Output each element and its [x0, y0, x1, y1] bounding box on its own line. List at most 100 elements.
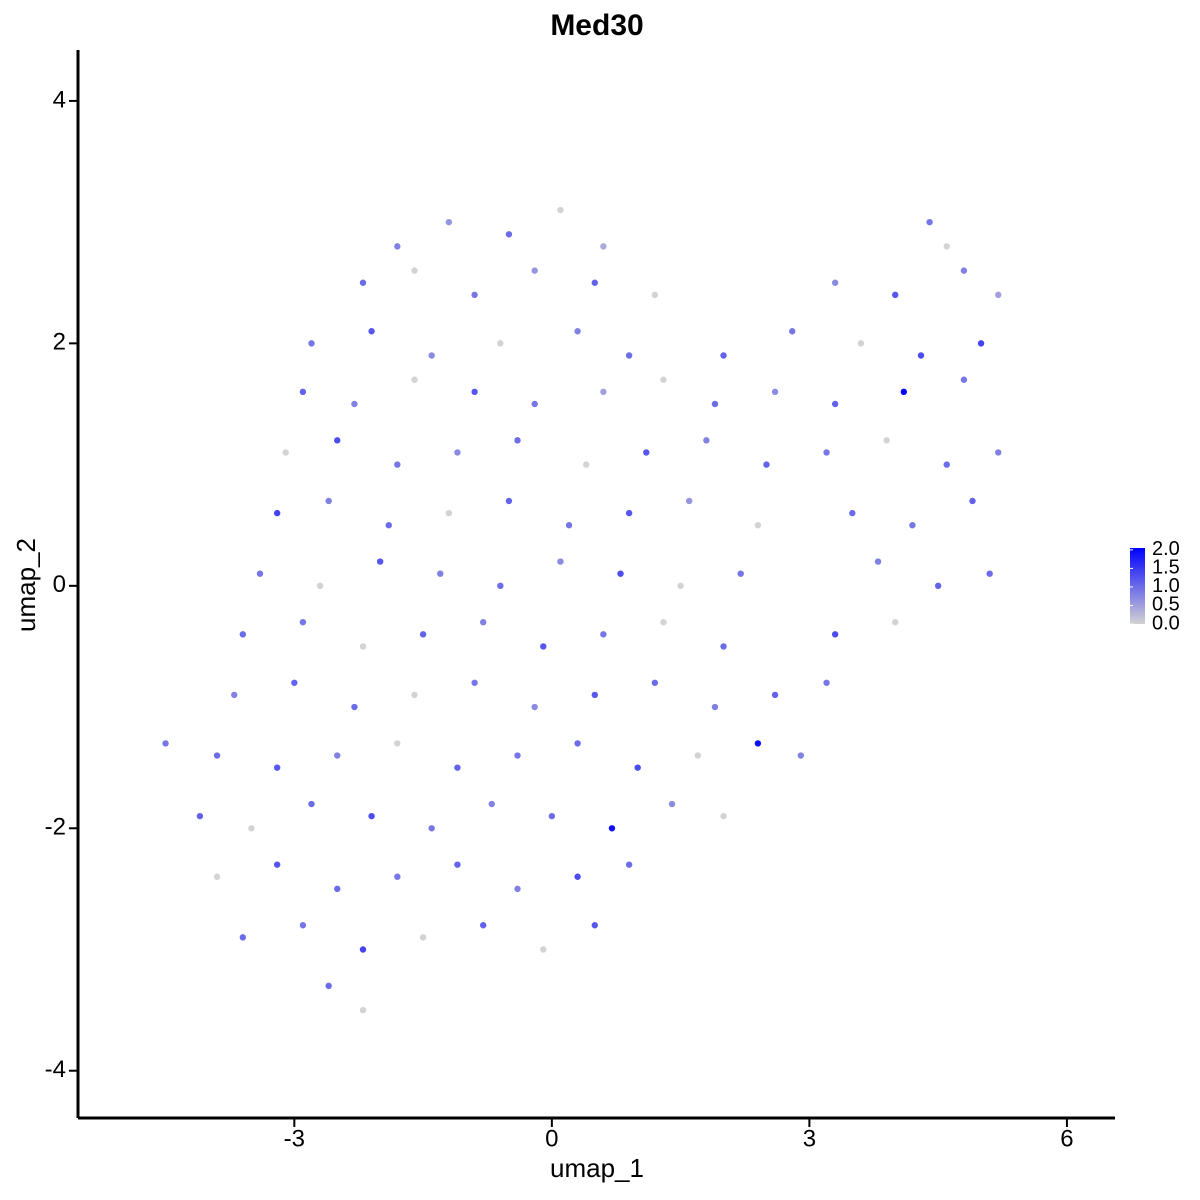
- cell-point: [557, 558, 564, 565]
- cell-point: [256, 570, 264, 577]
- cell-point: [995, 449, 1002, 456]
- cell-point: [625, 509, 633, 517]
- cell-point: [394, 740, 401, 747]
- cell-point: [943, 243, 950, 250]
- cell-point: [771, 388, 779, 396]
- cell-point: [969, 497, 976, 505]
- chart-title: Med30: [550, 9, 643, 42]
- cell-point: [394, 461, 401, 468]
- cell-point: [831, 400, 839, 408]
- cell-point: [720, 352, 727, 359]
- cell-point: [359, 643, 367, 650]
- cell-point: [977, 340, 985, 347]
- cell-point: [600, 631, 607, 638]
- cell-point: [308, 340, 315, 347]
- cell-point: [591, 922, 598, 929]
- cell-point: [368, 328, 375, 335]
- cell-point: [282, 449, 289, 456]
- cell-point: [239, 934, 247, 941]
- cell-point: [574, 740, 581, 747]
- cell-point: [574, 873, 581, 880]
- cell-point: [737, 570, 744, 577]
- cell-point: [411, 376, 418, 383]
- cell-point: [625, 352, 633, 359]
- cell-point: [419, 934, 427, 941]
- cell-point: [934, 582, 942, 590]
- cell-point: [831, 279, 839, 286]
- cell-point: [445, 509, 453, 517]
- cell-point: [419, 631, 427, 638]
- cell-point: [711, 703, 719, 711]
- colorbar-tick-label: 2.0: [1152, 538, 1180, 560]
- cell-point: [308, 800, 315, 808]
- cell-point: [917, 352, 925, 359]
- cell-point: [540, 946, 547, 953]
- colorbar-tick-label: 1.0: [1152, 575, 1180, 597]
- cell-point: [359, 946, 367, 953]
- cell-point: [445, 218, 453, 226]
- cell-point: [299, 388, 307, 396]
- cell-point: [823, 449, 830, 456]
- cell-point: [694, 752, 701, 759]
- cell-point: [351, 703, 358, 711]
- cell-point: [600, 388, 607, 396]
- cell-point: [926, 218, 933, 226]
- cell-point: [720, 643, 727, 650]
- cell-point: [531, 267, 538, 274]
- cell-point: [368, 812, 375, 820]
- cell-point: [479, 618, 487, 626]
- cell-point: [162, 740, 169, 747]
- cell-point: [686, 497, 693, 505]
- cell-point: [703, 437, 710, 444]
- cell-point: [291, 679, 298, 686]
- cell-point: [428, 825, 435, 832]
- cell-point: [600, 243, 607, 250]
- cell-point: [634, 764, 641, 771]
- cell-point: [582, 461, 590, 468]
- cell-point: [823, 679, 830, 686]
- y-tick-label: 4: [53, 86, 66, 113]
- cell-point: [660, 618, 667, 626]
- cell-point: [883, 437, 890, 444]
- cell-point: [557, 206, 564, 214]
- cell-point: [454, 764, 461, 771]
- cell-point: [565, 522, 573, 529]
- cell-point: [325, 497, 332, 505]
- cell-point: [892, 618, 899, 626]
- y-axis-label: umap_2: [11, 538, 41, 632]
- cell-point: [754, 522, 762, 529]
- cell-point: [248, 825, 255, 832]
- cell-point: [651, 679, 659, 686]
- cell-point: [711, 400, 719, 408]
- cell-point: [505, 231, 513, 238]
- y-tick-label: 2: [53, 329, 66, 356]
- cell-point: [531, 400, 538, 408]
- cell-point: [514, 752, 521, 759]
- x-axis-label: umap_1: [550, 1153, 644, 1183]
- cell-point: [514, 437, 521, 444]
- cell-point: [591, 691, 598, 699]
- cell-point: [325, 982, 332, 990]
- x-tick-label: 3: [803, 1125, 816, 1152]
- cell-point: [754, 740, 762, 747]
- cell-point: [505, 497, 513, 505]
- cell-point: [299, 922, 307, 929]
- cell-point: [960, 376, 968, 383]
- cell-point: [428, 352, 435, 359]
- cell-point: [548, 812, 556, 820]
- cell-point: [540, 643, 547, 650]
- cell-point: [617, 570, 624, 577]
- y-tick-label: 0: [53, 571, 66, 598]
- colorbar-tick-label: 1.5: [1152, 557, 1180, 579]
- cell-point: [359, 279, 367, 286]
- cell-point: [591, 279, 598, 286]
- cell-point: [960, 267, 968, 274]
- cell-point: [437, 570, 444, 577]
- cell-point: [608, 825, 616, 832]
- cell-point: [900, 388, 908, 396]
- x-tick-label: 6: [1060, 1125, 1073, 1152]
- cell-point: [351, 400, 358, 408]
- cell-point: [359, 1006, 367, 1014]
- cell-point: [394, 873, 401, 880]
- cell-point: [986, 570, 993, 577]
